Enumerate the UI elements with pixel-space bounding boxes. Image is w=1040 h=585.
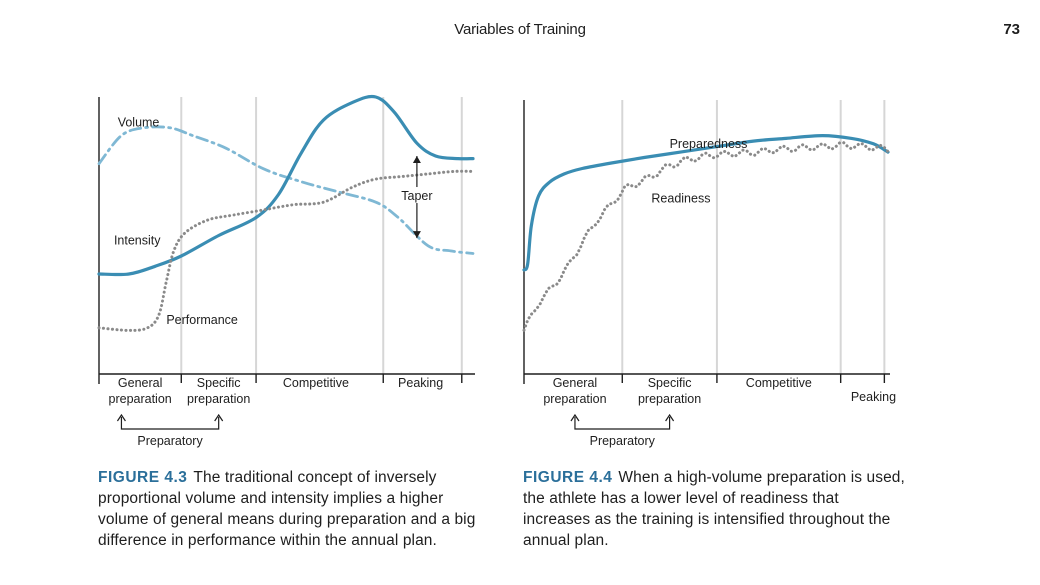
taper-label: Taper (401, 189, 432, 203)
phase-label: Peaking (398, 376, 443, 390)
taper-arrowhead-down (412, 231, 421, 239)
bracket-arrowhead (116, 413, 126, 422)
figure-number: FIGURE 4.4 (523, 469, 613, 486)
phase-label: General (118, 376, 162, 390)
phase-label: Competitive (283, 376, 349, 390)
phase-label: Peaking (851, 390, 896, 404)
readiness-series-line (522, 141, 890, 332)
phase-label: Specific (197, 376, 241, 390)
intensity-series-label: Intensity (114, 234, 161, 248)
phase-label: General (553, 376, 597, 390)
phase-label: preparation (187, 392, 250, 406)
preparedness-series-line (522, 134, 890, 272)
preparatory-bracket (120, 417, 220, 430)
preparatory-label: Preparatory (590, 434, 656, 448)
taper-arrowhead-up (412, 155, 421, 163)
readiness-series-label: Readiness (651, 192, 710, 206)
volume-series-line (97, 125, 475, 255)
figure-4-4-caption: FIGURE 4.4 When a high-volume preparation… (523, 467, 908, 551)
phase-label: Competitive (746, 376, 812, 390)
volume-series-label: Volume (118, 116, 160, 130)
phase-label: preparation (109, 392, 172, 406)
performance-series-label: Performance (166, 313, 238, 327)
phase-label: Specific (648, 376, 692, 390)
caption-text: When a high-volume preparation is used, … (523, 469, 905, 549)
performance-series-line (97, 169, 475, 332)
phase-label: preparation (638, 392, 701, 406)
phase-label: preparation (543, 392, 606, 406)
taper-label-background (396, 187, 437, 204)
preparatory-bracket (574, 417, 671, 430)
page-number: 73 (1003, 21, 1020, 38)
intensity-series-line (97, 94, 475, 277)
figure-number: FIGURE 4.3 (98, 469, 188, 486)
preparedness-series-label: Preparedness (670, 137, 748, 151)
running-head: Variables of Training (454, 21, 586, 38)
bracket-arrowhead (665, 413, 675, 422)
bracket-arrowhead (214, 413, 224, 422)
figure-4-3-caption: FIGURE 4.3 The traditional concept of inv… (98, 467, 483, 551)
caption-text: The traditional concept of inversely pro… (98, 469, 476, 549)
bracket-arrowhead (570, 413, 580, 422)
preparatory-label: Preparatory (137, 434, 203, 448)
